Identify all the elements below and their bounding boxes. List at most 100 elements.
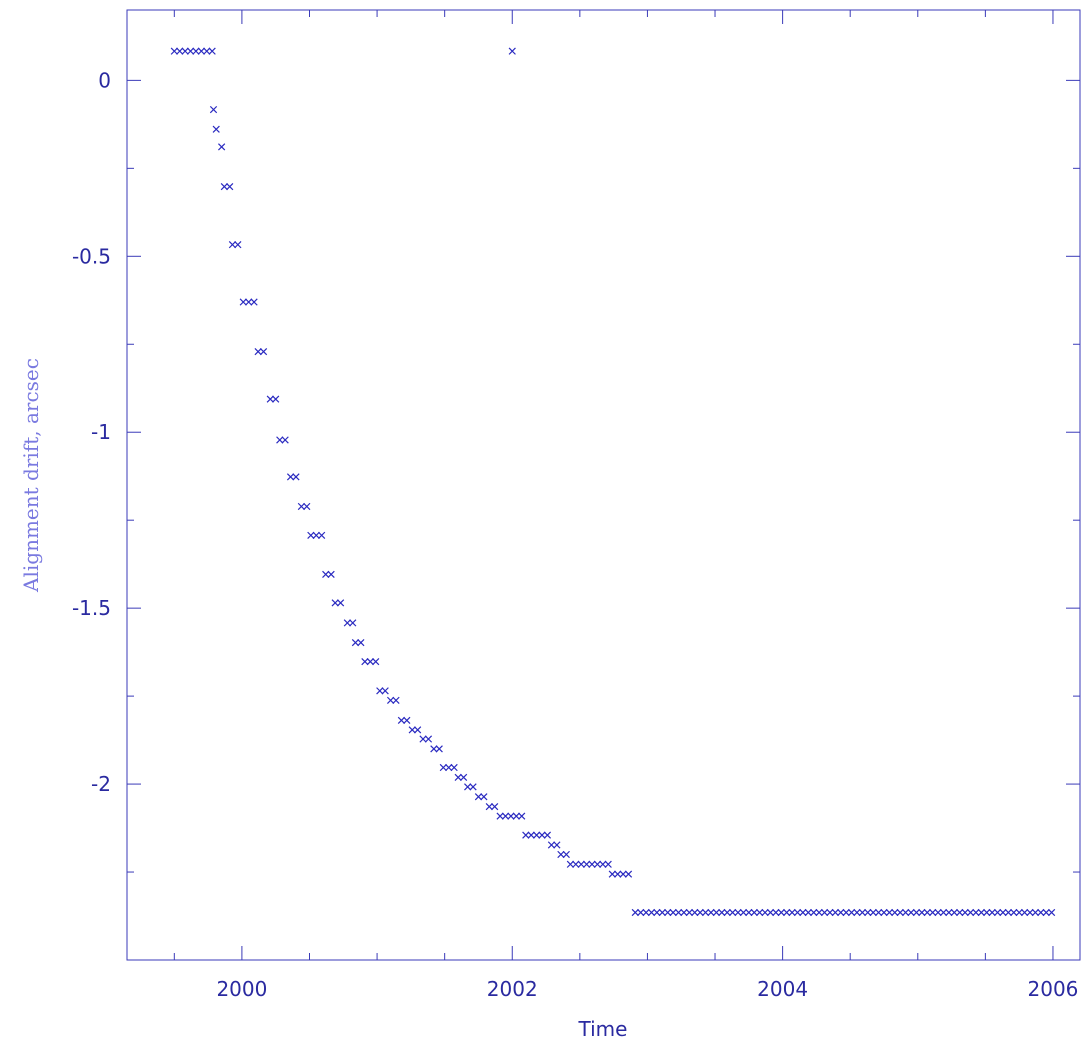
data-point-marker bbox=[777, 908, 785, 917]
data-point-marker bbox=[604, 860, 612, 868]
data-point-marker bbox=[170, 47, 178, 55]
y-tick-label: -2 bbox=[91, 772, 111, 796]
data-point-marker bbox=[331, 599, 339, 607]
data-point-marker bbox=[281, 436, 289, 444]
data-point-marker bbox=[1042, 908, 1050, 917]
data-point-marker bbox=[869, 908, 877, 917]
data-point-marker bbox=[272, 395, 280, 403]
y-tick-label: 0 bbox=[98, 68, 111, 92]
data-point-marker bbox=[977, 908, 985, 917]
data-point-marker bbox=[1010, 908, 1018, 917]
data-point-marker bbox=[439, 763, 447, 772]
y-axis-title: Alignment drift, arcsec bbox=[19, 358, 43, 593]
data-point-marker bbox=[599, 860, 607, 868]
data-point-marker bbox=[891, 908, 899, 917]
data-point-marker bbox=[912, 908, 921, 917]
data-point-marker bbox=[397, 716, 406, 725]
y-tick-label: -1.5 bbox=[72, 596, 111, 620]
data-point-marker bbox=[557, 850, 565, 859]
data-point-marker bbox=[858, 908, 866, 917]
data-point-marker bbox=[945, 908, 953, 917]
data-point-marker bbox=[501, 812, 510, 820]
data-point-marker bbox=[297, 502, 306, 511]
data-point-marker bbox=[424, 735, 433, 743]
data-point-marker bbox=[508, 47, 516, 55]
data-point-marker bbox=[993, 908, 1002, 917]
data-point-marker bbox=[804, 908, 812, 917]
data-point-marker bbox=[772, 908, 780, 917]
data-point-marker bbox=[186, 47, 195, 55]
data-point-marker bbox=[619, 870, 627, 878]
data-point-marker bbox=[414, 726, 422, 734]
data-point-marker bbox=[896, 908, 904, 917]
data-point-marker bbox=[430, 745, 438, 753]
data-point-marker bbox=[793, 908, 802, 917]
data-point-marker bbox=[381, 687, 389, 695]
data-point-marker bbox=[577, 860, 585, 868]
data-point-marker bbox=[496, 812, 504, 820]
data-point-marker bbox=[292, 473, 300, 481]
data-point-marker bbox=[1004, 908, 1012, 917]
data-point-marker bbox=[707, 908, 715, 917]
data-point-marker bbox=[637, 908, 645, 917]
data-point-marker bbox=[939, 908, 948, 917]
data-point-marker bbox=[756, 908, 764, 917]
data-point-marker bbox=[999, 908, 1007, 917]
data-point-marker bbox=[956, 908, 964, 917]
data-point-marker bbox=[303, 502, 311, 511]
plot-frame bbox=[126, 9, 1081, 961]
data-point-marker bbox=[469, 783, 477, 791]
data-point-marker bbox=[192, 47, 200, 55]
data-point-marker bbox=[480, 793, 488, 801]
data-point-marker bbox=[880, 908, 888, 917]
data-point-marker bbox=[658, 908, 666, 917]
data-point-marker bbox=[312, 531, 320, 539]
data-point-marker bbox=[582, 860, 591, 868]
data-point-marker bbox=[696, 908, 704, 917]
data-point-marker bbox=[386, 696, 395, 704]
x-axis-title: Time bbox=[578, 1017, 628, 1041]
data-point-marker bbox=[1037, 908, 1045, 917]
data-point-marker bbox=[445, 763, 453, 772]
data-point-marker bbox=[810, 908, 818, 917]
data-point-marker bbox=[403, 716, 411, 725]
data-point-marker bbox=[593, 860, 602, 868]
data-point-marker bbox=[392, 696, 400, 704]
data-point-marker bbox=[327, 570, 335, 578]
data-point-marker bbox=[669, 908, 677, 917]
data-point-marker bbox=[815, 908, 823, 917]
data-point-marker bbox=[419, 735, 427, 743]
data-point-marker bbox=[728, 908, 737, 917]
data-point-marker bbox=[874, 908, 883, 917]
data-point-marker bbox=[547, 841, 556, 849]
data-point-marker bbox=[239, 298, 247, 306]
data-point-marker bbox=[209, 105, 218, 114]
data-point-marker bbox=[208, 47, 216, 55]
data-point-marker bbox=[929, 908, 937, 917]
data-point-marker bbox=[522, 831, 530, 839]
data-point-marker bbox=[322, 570, 330, 578]
data-point-marker bbox=[674, 908, 683, 917]
x-tick-label: 2004 bbox=[757, 977, 808, 1001]
data-point-marker bbox=[588, 860, 596, 868]
data-point-marker bbox=[1026, 908, 1034, 917]
data-point-marker bbox=[538, 831, 546, 839]
data-point-marker bbox=[907, 908, 915, 917]
data-point-marker bbox=[197, 47, 205, 55]
data-point-marker bbox=[176, 47, 184, 55]
data-point-marker bbox=[459, 773, 468, 782]
data-point-marker bbox=[918, 908, 926, 917]
data-point-marker bbox=[228, 241, 237, 249]
data-point-marker bbox=[885, 908, 894, 917]
data-point-marker bbox=[408, 726, 416, 734]
data-point-marker bbox=[653, 908, 661, 917]
data-point-marker bbox=[950, 908, 958, 917]
data-point-marker bbox=[766, 908, 775, 917]
data-point-marker bbox=[691, 908, 699, 917]
data-point-marker bbox=[217, 143, 226, 151]
data-point-marker bbox=[286, 473, 295, 481]
data-point-marker bbox=[220, 183, 228, 191]
data-point-marker bbox=[507, 812, 515, 820]
data-point-marker bbox=[464, 783, 472, 791]
